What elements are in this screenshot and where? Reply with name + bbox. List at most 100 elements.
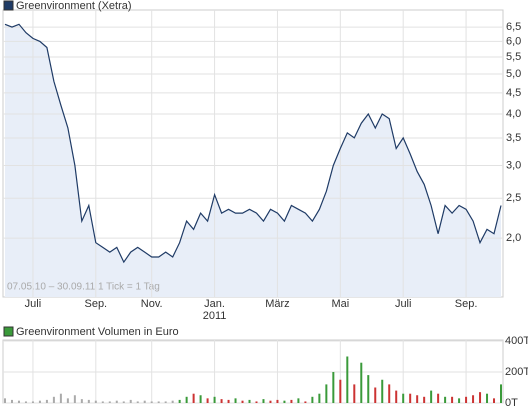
- y-tick-label: 4,0: [506, 108, 521, 120]
- volume-bar: [150, 401, 153, 403]
- volume-bar: [129, 399, 132, 403]
- volume-bar: [248, 399, 251, 403]
- x-tick-label: Juli: [395, 298, 412, 310]
- y-tick-label: 400T: [505, 335, 528, 347]
- y-tick-label: 6,0: [506, 35, 521, 47]
- volume-bar: [297, 398, 300, 403]
- volume-bar: [472, 395, 475, 403]
- x-tick-label: Nov.: [141, 298, 163, 310]
- price-area: [5, 24, 501, 298]
- y-tick-label: 0T: [505, 397, 518, 407]
- volume-bar: [157, 401, 160, 403]
- volume-bar: [52, 396, 55, 403]
- volume-bar: [290, 399, 293, 403]
- price-line: [4, 23, 502, 264]
- volume-bar: [381, 379, 384, 403]
- x-tick-label: Juli: [25, 298, 42, 310]
- y-tick-label: 5,0: [506, 68, 521, 80]
- volume-bar: [304, 401, 307, 403]
- volume-bar: [367, 375, 370, 403]
- volume-bar: [185, 396, 188, 403]
- y-tick-label: 4,5: [506, 87, 521, 99]
- volume-bar: [269, 400, 272, 403]
- volume-bar: [115, 400, 118, 403]
- volume-bar: [87, 399, 90, 403]
- volume-bar: [423, 396, 426, 403]
- volume-bar: [122, 401, 125, 403]
- volume-bar: [388, 384, 391, 403]
- y-tick-label: 3,5: [506, 132, 521, 144]
- volume-bar: [45, 399, 48, 403]
- volume-bar: [409, 393, 412, 403]
- volume-title: Greenvironment Volumen in Euro: [16, 326, 179, 338]
- x-tick-label: Mai: [331, 298, 349, 310]
- volume-bar: [199, 395, 202, 403]
- volume-bar: [500, 384, 502, 403]
- volume-bar: [24, 401, 27, 403]
- volume-bar: [136, 401, 139, 403]
- volume-bar: [241, 400, 244, 403]
- volume-bar: [192, 393, 195, 403]
- volume-bar: [353, 384, 356, 403]
- volume-bar: [444, 396, 447, 403]
- volume-bar: [374, 387, 377, 403]
- volume-bar: [220, 399, 223, 403]
- volume-bar: [311, 396, 314, 403]
- volume-bar: [31, 401, 34, 403]
- x-tick-label: Jan.: [204, 298, 225, 310]
- volume-bar: [10, 399, 13, 403]
- y-tick-label: 200T: [505, 366, 528, 378]
- volume-bar: [430, 390, 433, 403]
- volume-bar: [66, 398, 69, 403]
- volume-bar: [395, 390, 398, 403]
- volume-bar: [402, 393, 405, 403]
- x-year-label: 2011: [203, 310, 227, 322]
- y-tick-label: 2,0: [506, 232, 521, 244]
- volume-bar: [458, 398, 461, 403]
- volume-bar: [38, 400, 41, 403]
- x-tick-label: März: [265, 298, 289, 310]
- volume-bar: [255, 401, 258, 403]
- volume-bar: [325, 384, 328, 403]
- volume-bar: [4, 398, 6, 403]
- legend-swatch: [3, 0, 14, 11]
- volume-bar: [262, 399, 265, 403]
- volume-bar: [101, 401, 104, 403]
- volume-bar: [346, 356, 349, 403]
- volume-bar: [234, 398, 237, 403]
- volume-bar: [80, 399, 83, 403]
- x-tick-label: Sep.: [84, 298, 107, 310]
- price-title: Greenvironment (Xetra): [16, 0, 132, 12]
- volume-bar: [486, 393, 489, 403]
- y-tick-label: 5,5: [506, 51, 521, 63]
- volume-bar: [73, 395, 76, 403]
- y-tick-label: 3,0: [506, 159, 521, 171]
- volume-bar: [227, 399, 230, 403]
- date-range-note: 07.05.10 – 30.09.11 1 Tick = 1 Tag: [7, 282, 160, 293]
- legend-swatch: [3, 326, 14, 337]
- volume-bar: [171, 400, 174, 403]
- volume-bar: [59, 393, 62, 403]
- volume-bar: [437, 393, 440, 403]
- volume-bar: [164, 401, 167, 403]
- volume-bar: [143, 400, 146, 403]
- volume-bar: [339, 379, 342, 403]
- x-tick-label: Sep.: [455, 298, 478, 310]
- volume-bar: [318, 393, 321, 403]
- volume-bar: [332, 372, 335, 403]
- volume-bar: [108, 401, 111, 403]
- volume-bar: [451, 396, 454, 403]
- volume-bar: [94, 400, 97, 403]
- volume-bar: [416, 395, 419, 403]
- volume-bar: [283, 400, 286, 403]
- volume-bar: [178, 399, 181, 403]
- volume-bar: [465, 396, 468, 403]
- volume-bar: [493, 398, 496, 403]
- volume-bar: [276, 399, 279, 403]
- volume-bar: [17, 400, 20, 403]
- volume-bar: [479, 392, 482, 403]
- y-tick-label: 6,5: [506, 21, 521, 33]
- volume-bar: [206, 398, 209, 403]
- volume-bar: [360, 362, 363, 403]
